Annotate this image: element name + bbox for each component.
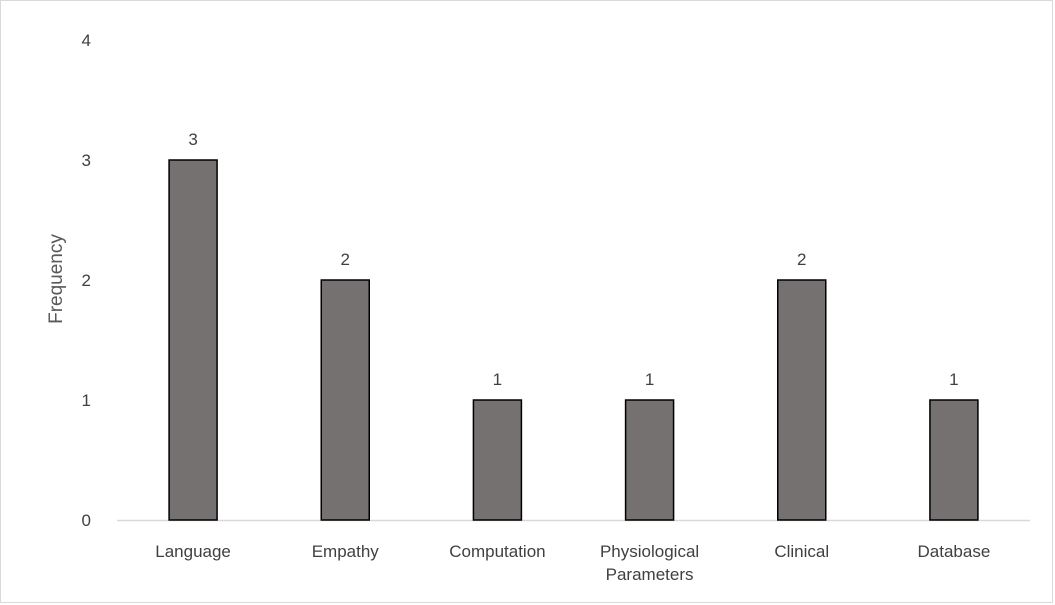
x-category-label: Physiological [600, 542, 699, 561]
y-tick-label: 3 [82, 151, 91, 170]
x-category-label: Computation [449, 542, 545, 561]
data-label: 2 [797, 250, 806, 269]
bar [320, 279, 370, 521]
data-label: 1 [949, 370, 958, 389]
bar [624, 399, 675, 521]
data-label: 2 [341, 250, 350, 269]
x-category-label: Clinical [774, 542, 829, 561]
x-category-label: Language [155, 542, 231, 561]
data-label: 1 [645, 370, 654, 389]
y-axis-label: Frequency [46, 234, 67, 324]
data-labels: 3 2 1 1 2 1 [188, 130, 958, 389]
y-tick-label: 2 [82, 271, 91, 290]
x-category-label: Parameters [606, 565, 694, 584]
x-category-label: Empathy [312, 542, 380, 561]
y-tick-label: 1 [82, 391, 91, 410]
data-label: 1 [493, 370, 502, 389]
data-label: 3 [188, 130, 197, 149]
bar [168, 159, 218, 521]
x-axis-categories: Language Empathy Computation Physiological P… [155, 542, 990, 584]
bar [777, 279, 827, 521]
y-axis-ticks: 0 1 2 3 4 [82, 31, 91, 530]
bar [472, 399, 523, 521]
bars [168, 159, 979, 521]
y-tick-label: 4 [82, 31, 91, 50]
bar [929, 399, 979, 521]
y-tick-label: 0 [82, 511, 91, 530]
x-category-label: Database [918, 542, 991, 561]
